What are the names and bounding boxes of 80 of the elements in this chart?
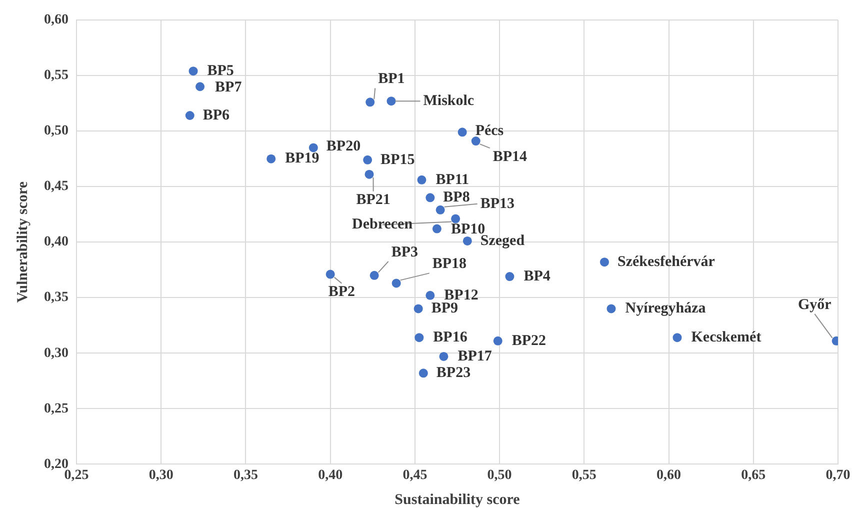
x-tick-label: 0,65 — [741, 468, 766, 484]
annotation: BP19 — [285, 150, 320, 167]
annotation: BP22 — [512, 332, 546, 349]
point — [266, 154, 276, 164]
x-tick-label: 0,50 — [487, 468, 512, 484]
annotation: Kecskemét — [691, 329, 762, 346]
point — [458, 128, 467, 137]
point — [439, 352, 448, 361]
annotation: Pécs — [475, 123, 504, 140]
annotation: BP15 — [380, 152, 415, 168]
x-axis-title: Sustainability score — [394, 492, 520, 508]
point — [426, 290, 435, 300]
annotation: BP17 — [458, 348, 492, 364]
x-tick-label: 0,35 — [233, 468, 258, 484]
point — [451, 214, 460, 224]
point — [326, 270, 335, 279]
annotation: BP23 — [436, 365, 471, 382]
y-tick-label: 0,55 — [44, 68, 68, 84]
y-tick-label: 0,30 — [44, 346, 68, 361]
y-tick-label: 0,25 — [44, 401, 68, 416]
x-tick-label: 0,60 — [656, 468, 682, 484]
annotation: BP7 — [215, 80, 242, 96]
annotation: BP16 — [433, 329, 468, 346]
point — [417, 175, 426, 184]
point — [672, 333, 682, 342]
y-tick-label: 0,50 — [44, 124, 68, 139]
point — [188, 66, 198, 76]
annotation: Debrecen — [352, 216, 414, 233]
point — [414, 333, 424, 342]
point — [370, 270, 379, 280]
point — [366, 98, 375, 107]
annotation: Szeged — [480, 232, 526, 249]
y-tick-label: 0,45 — [44, 179, 68, 194]
annotation: BP9 — [431, 300, 458, 317]
point — [606, 304, 616, 314]
point — [392, 278, 401, 288]
x-tick-label: 0,55 — [572, 468, 596, 484]
point — [436, 205, 445, 214]
point — [600, 258, 609, 267]
point — [185, 111, 194, 120]
point — [196, 82, 205, 92]
point — [414, 304, 423, 314]
annotation: Győr — [798, 296, 832, 313]
annotation: BP12 — [444, 287, 478, 304]
y-tick-label: 0,60 — [44, 12, 68, 28]
annotation: BP11 — [436, 172, 470, 188]
annotation: Nyíregyháza — [625, 300, 706, 317]
point — [363, 155, 372, 164]
point — [471, 136, 480, 146]
annotation: BP21 — [356, 192, 390, 208]
annotation: BP6 — [202, 107, 230, 124]
x-tick-label: 0,70 — [826, 468, 850, 484]
y-tick-label: 0,35 — [44, 290, 68, 306]
annotation: BP2 — [328, 284, 356, 300]
point — [418, 368, 428, 378]
y-tick-label: 0,40 — [44, 234, 68, 250]
annotation: BP5 — [207, 62, 234, 79]
y-axis-title: Vulnerability score — [14, 181, 31, 303]
point — [462, 236, 472, 246]
annotation: Székesfehérvár — [617, 254, 716, 270]
annotation: BP4 — [524, 268, 551, 284]
point — [505, 272, 514, 282]
point — [308, 143, 318, 152]
annotation: BP13 — [480, 196, 514, 212]
point — [364, 170, 374, 179]
annotation: BP1 — [378, 71, 405, 88]
annotation: Miskolc — [423, 92, 474, 109]
point — [493, 336, 502, 346]
annotation: BP8 — [443, 190, 470, 206]
annotation: BP18 — [432, 256, 466, 272]
annotation: BP3 — [391, 244, 418, 260]
annotation: BP14 — [492, 148, 528, 165]
point — [426, 193, 435, 202]
x-tick-label: 0,45 — [402, 468, 428, 484]
point — [386, 96, 396, 106]
x-tick-label: 0,25 — [64, 468, 89, 484]
annotation: BP20 — [326, 138, 361, 155]
point — [432, 224, 442, 234]
x-tick-label: 0,30 — [148, 468, 174, 484]
x-tick-label: 0,40 — [318, 468, 343, 484]
